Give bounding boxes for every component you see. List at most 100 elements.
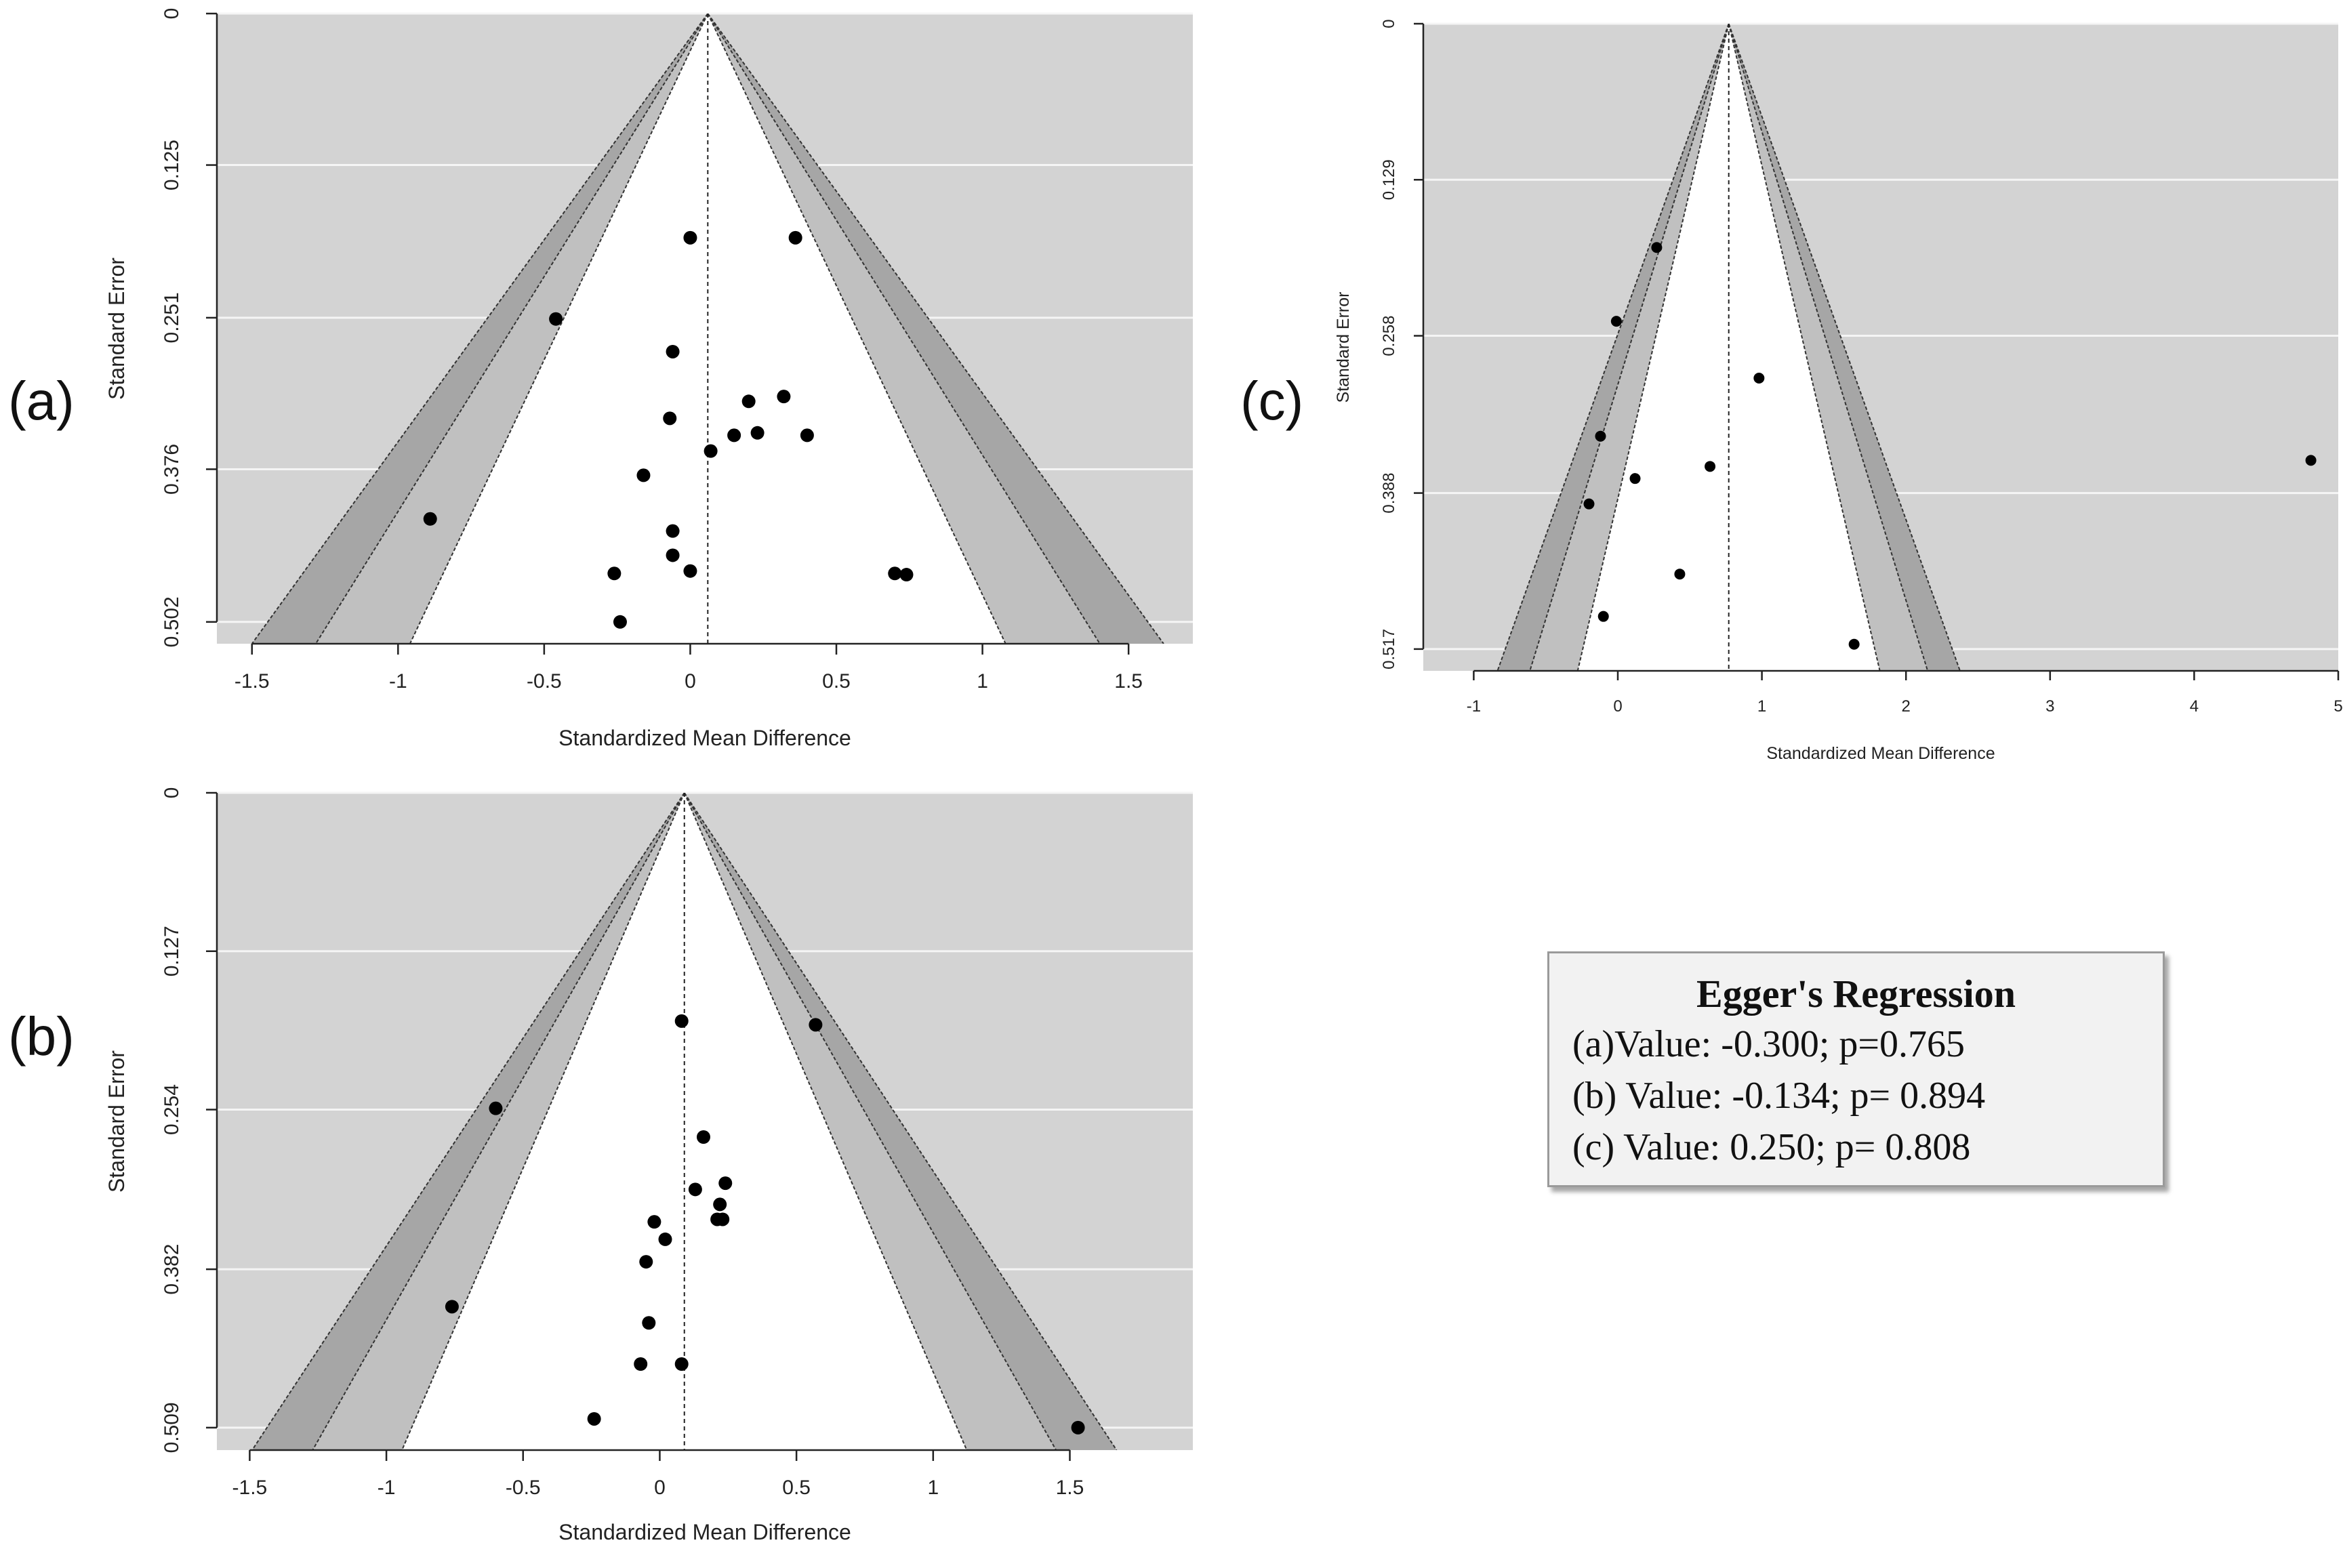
funnel-edge-left-0 bbox=[1496, 24, 1730, 671]
egger-line-a: (a)Value: -0.300; p=0.765 bbox=[1572, 1023, 1965, 1065]
funnel-edge-right-1 bbox=[683, 793, 1057, 1450]
x-tick-label-2: -0.5 bbox=[527, 670, 562, 693]
x-tick-label-1: 0 bbox=[1613, 697, 1622, 716]
funnel-plot-a-svg: -1.5 -1 -0.5 0 0.5 1 1.5 0 0.125 0.251 0.376 0.502 S… bbox=[104, 8, 1193, 750]
y-tick-label-3: 0.388 bbox=[1380, 473, 1398, 514]
data-point-14 bbox=[634, 1357, 648, 1371]
funnel-plot-b: (b) -1.5 -1 -0.5 0 0.5 1 1.5 0 0.127 0.254 0.382 0.… bbox=[0, 779, 1220, 1565]
y-axis-label: Standard Error bbox=[1334, 292, 1353, 403]
data-point-11 bbox=[639, 1255, 653, 1269]
data-point-10 bbox=[658, 1232, 672, 1246]
egger-line-b: (b) Value: -0.134; p= 0.894 bbox=[1572, 1075, 1986, 1117]
y-tick-label-2: 0.254 bbox=[161, 1084, 183, 1135]
y-tick-label-2: 0.251 bbox=[161, 292, 183, 343]
funnel-edge-left-2 bbox=[409, 14, 709, 644]
data-point-1 bbox=[1610, 316, 1622, 327]
funnel-edge-right-1 bbox=[1728, 24, 1929, 671]
data-point-13 bbox=[642, 1316, 656, 1330]
data-point-5 bbox=[777, 390, 791, 404]
funnel-region bbox=[251, 793, 1118, 1450]
x-tick-label-3: 0 bbox=[685, 670, 696, 693]
x-tick-label-6: 1.5 bbox=[1056, 1477, 1084, 1499]
funnel-plot-b-svg: -1.5 -1 -0.5 0 0.5 1 1.5 0 0.127 0.254 0.382 0.509 S… bbox=[104, 787, 1193, 1544]
data-point-8 bbox=[716, 1212, 730, 1226]
data-point-13 bbox=[666, 524, 680, 538]
x-axis-label: Standardized Mean Difference bbox=[1766, 744, 1995, 763]
data-point-2 bbox=[549, 312, 563, 326]
axes bbox=[206, 791, 1071, 1461]
data-point-8 bbox=[750, 426, 765, 440]
data-point-9 bbox=[800, 428, 814, 442]
x-tick-label-6: 5 bbox=[2334, 697, 2342, 716]
y-tick-label-3: 0.382 bbox=[161, 1244, 183, 1295]
x-tick-label-3: 0 bbox=[654, 1477, 666, 1499]
x-tick-label-0: -1.5 bbox=[232, 1477, 268, 1499]
funnel-edge-right-0 bbox=[707, 14, 1164, 644]
data-point-6 bbox=[1583, 498, 1595, 510]
funnel-edge-left-1 bbox=[1529, 24, 1730, 671]
x-tick-label-6: 1.5 bbox=[1114, 670, 1143, 693]
x-tick-label-1: -1 bbox=[378, 1477, 396, 1499]
funnel-plot-c: (c) -1 0 1 2 3 4 5 0 0.129 0.258 0.388 0.517 Standar… bbox=[1220, 0, 2343, 779]
data-point-6 bbox=[713, 1197, 727, 1212]
x-tick-label-0: -1.5 bbox=[235, 670, 270, 693]
funnel-edge-right-0 bbox=[1728, 24, 1961, 671]
data-point-7 bbox=[1674, 569, 1686, 580]
data-point-5 bbox=[1629, 473, 1641, 484]
data-point-15 bbox=[683, 564, 697, 578]
data-point-3 bbox=[666, 344, 680, 358]
y-tick-label-1: 0.125 bbox=[161, 140, 183, 190]
data-point-3 bbox=[1595, 430, 1606, 442]
data-point-4 bbox=[718, 1176, 733, 1191]
x-axis-label: Standardized Mean Difference bbox=[558, 1520, 851, 1544]
data-point-11 bbox=[636, 468, 651, 482]
funnel-edge-right-2 bbox=[1728, 24, 1881, 671]
data-point-15 bbox=[674, 1357, 689, 1371]
y-axis-label: Standard Error bbox=[104, 257, 129, 400]
x-tick-label-4: 0.5 bbox=[782, 1477, 811, 1499]
x-tick-label-5: 1 bbox=[977, 670, 988, 693]
funnel-edge-left-0 bbox=[251, 793, 685, 1450]
data-point-2 bbox=[1753, 373, 1765, 384]
x-axis-label: Standardized Mean Difference bbox=[558, 726, 851, 750]
data-point-16 bbox=[607, 566, 622, 581]
data-point-14 bbox=[666, 548, 680, 562]
data-point-12 bbox=[445, 1300, 459, 1314]
data-point-9 bbox=[647, 1215, 661, 1229]
x-tick-label-5: 4 bbox=[2190, 697, 2199, 716]
x-tick-label-2: 1 bbox=[1757, 697, 1766, 716]
axes bbox=[206, 12, 1130, 655]
y-tick-label-0: 0 bbox=[161, 8, 183, 20]
y-tick-label-4: 0.502 bbox=[161, 596, 183, 647]
y-tick-label-0: 0 bbox=[161, 787, 183, 799]
egger-regression-box: Egger's Regression (a)Value: -0.300; p=0… bbox=[1547, 951, 2165, 1187]
data-point-18 bbox=[899, 568, 914, 582]
x-tick-label-5: 1 bbox=[927, 1477, 939, 1499]
data-point-6 bbox=[663, 411, 677, 426]
x-tick-label-1: -1 bbox=[389, 670, 407, 693]
data-point-2 bbox=[489, 1101, 503, 1115]
x-tick-label-0: -1 bbox=[1467, 697, 1481, 716]
funnel-region bbox=[1496, 24, 1961, 671]
data-point-10 bbox=[704, 444, 718, 458]
x-tick-label-3: 2 bbox=[1902, 697, 1911, 716]
data-point-4 bbox=[1705, 461, 1716, 472]
y-tick-label-4: 0.517 bbox=[1380, 629, 1398, 669]
data-point-5 bbox=[688, 1182, 702, 1197]
x-tick-label-4: 3 bbox=[2045, 697, 2054, 716]
funnel-edge-right-1 bbox=[707, 14, 1101, 644]
panel-label-a: (a) bbox=[8, 371, 75, 431]
data-point-7 bbox=[727, 428, 741, 442]
y-tick-label-2: 0.258 bbox=[1380, 316, 1398, 356]
data-point-16 bbox=[587, 1411, 601, 1426]
funnel-region bbox=[251, 14, 1164, 644]
funnel-plot-a: (a) -1.5 -1 -0.5 0 0.5 1 1.5 0 0.125 0.251 0.376 0.… bbox=[0, 0, 1220, 772]
data-point-0 bbox=[683, 230, 697, 245]
data-point-0 bbox=[1651, 242, 1663, 253]
funnel-edge-left-2 bbox=[1576, 24, 1730, 671]
axes bbox=[1414, 22, 2340, 680]
data-point-19 bbox=[613, 615, 627, 629]
y-tick-label-4: 0.509 bbox=[161, 1402, 183, 1453]
funnel-edge-left-1 bbox=[312, 793, 685, 1450]
data-point-9 bbox=[1848, 638, 1860, 650]
